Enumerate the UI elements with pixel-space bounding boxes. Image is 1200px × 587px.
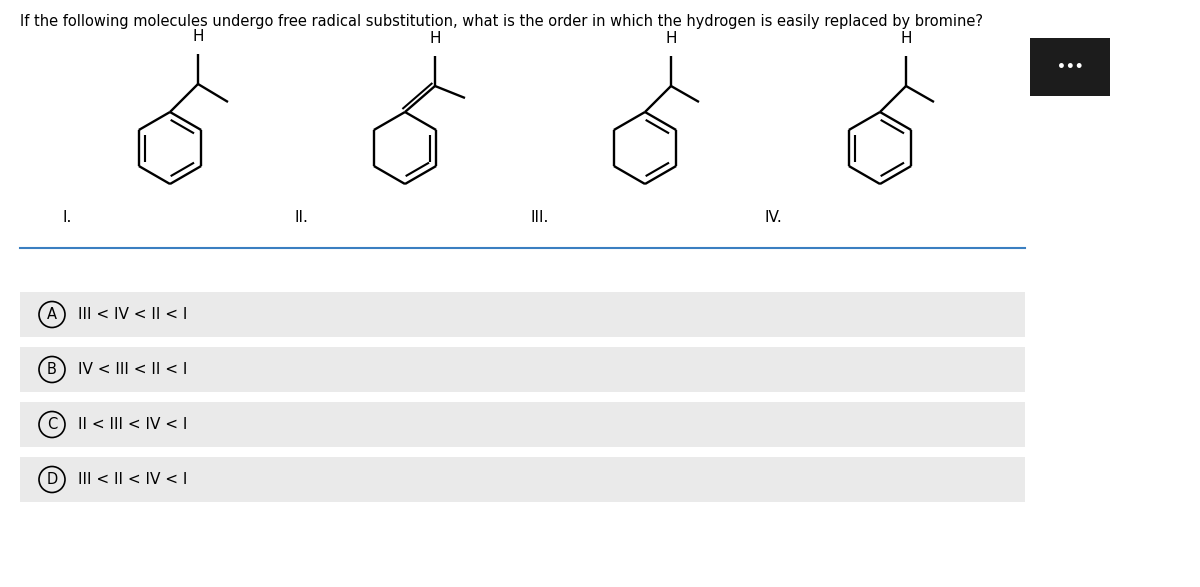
Text: H: H (192, 29, 204, 44)
Text: I.: I. (62, 211, 71, 225)
Text: III < IV < II < I: III < IV < II < I (78, 307, 187, 322)
Text: H: H (900, 31, 912, 46)
Text: III < II < IV < I: III < II < IV < I (78, 472, 187, 487)
Bar (20, 292, 1025, 337)
Text: A: A (47, 307, 58, 322)
Bar (1030, 38, 1110, 96)
Text: H: H (665, 31, 677, 46)
Text: IV < III < II < I: IV < III < II < I (78, 362, 187, 377)
Bar (20, 457, 1025, 502)
Text: B: B (47, 362, 56, 377)
Bar (20, 402, 1025, 447)
Text: D: D (47, 472, 58, 487)
Text: H: H (430, 31, 440, 46)
Bar (20, 347, 1025, 392)
Text: C: C (47, 417, 58, 432)
Text: II < III < IV < I: II < III < IV < I (78, 417, 187, 432)
Text: IV.: IV. (766, 211, 782, 225)
Text: II.: II. (295, 211, 308, 225)
Text: III.: III. (530, 211, 548, 225)
Text: If the following molecules undergo free radical substitution, what is the order : If the following molecules undergo free … (20, 14, 983, 29)
Text: •••: ••• (1057, 60, 1084, 74)
